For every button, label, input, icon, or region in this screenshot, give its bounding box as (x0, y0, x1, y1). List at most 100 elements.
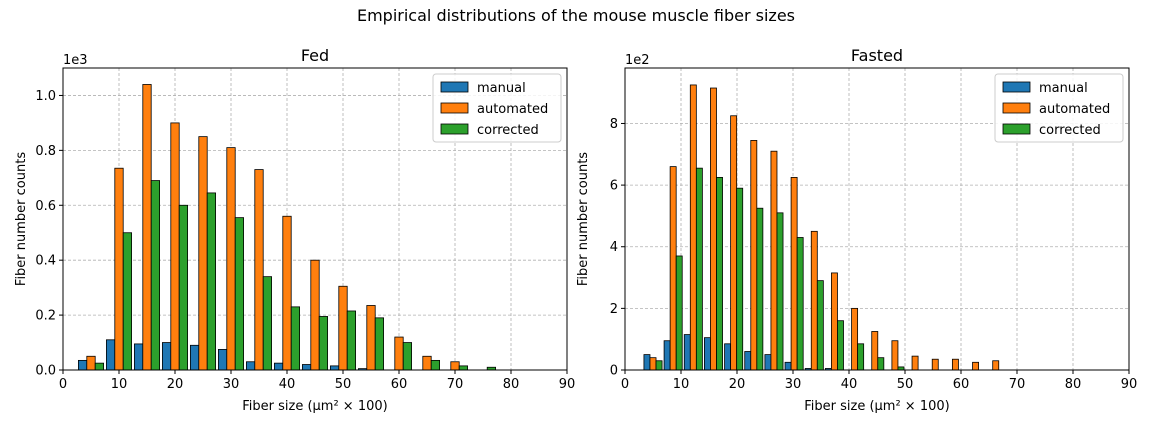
bar-automated (310, 259, 320, 371)
x-tick-label: 10 (111, 377, 128, 392)
legend-swatch-corrected (1002, 123, 1031, 135)
bar-automated (114, 167, 124, 371)
bar-corrected (374, 317, 385, 371)
y-tick-label: 0 (610, 364, 618, 379)
bar-corrected (655, 360, 663, 371)
x-tick-label: 80 (1065, 377, 1082, 392)
bar-corrected (290, 306, 301, 371)
y-tick-label: 2 (610, 302, 618, 317)
bar-corrected (816, 280, 824, 371)
y-tick-label: 0.0 (35, 364, 56, 379)
bar-manual (724, 343, 732, 371)
bar-automated (338, 285, 348, 371)
y-tick-label: 0.2 (35, 309, 56, 324)
bar-automated (871, 331, 879, 371)
bar-automated (689, 84, 697, 371)
bar-manual (683, 334, 691, 371)
x-tick-label: 10 (673, 377, 690, 392)
bar-corrected (837, 320, 844, 371)
legend-label-automated: automated (477, 102, 548, 117)
legend: manual automated corrected (994, 73, 1124, 143)
x-tick-label: 70 (447, 377, 464, 392)
bar-corrected (877, 357, 885, 371)
y-axis-label: Fiber number counts (576, 152, 591, 286)
y-tick-label: 4 (610, 240, 618, 255)
bar-automated (366, 305, 376, 371)
legend-label-manual: manual (477, 81, 526, 96)
bar-manual (217, 349, 228, 371)
x-tick-label: 20 (167, 377, 184, 392)
bar-manual (744, 351, 752, 371)
x-tick-label: 50 (897, 377, 914, 392)
x-tick-label: 80 (503, 377, 520, 392)
legend-swatch-automated (1002, 102, 1031, 114)
legend-swatch-manual (440, 81, 469, 93)
bar-automated (891, 340, 899, 371)
bar-manual (245, 361, 256, 371)
bar-manual (78, 359, 88, 371)
bar-corrected (857, 343, 865, 371)
plot-frame (62, 67, 568, 371)
y-tick-label: 1.0 (35, 89, 56, 104)
bar-automated (170, 122, 180, 371)
bar-automated (831, 272, 838, 371)
bar-manual (273, 362, 284, 371)
bar-corrected (94, 362, 104, 371)
bar-automated (810, 230, 818, 371)
bar-automated (790, 176, 798, 371)
bar-corrected (150, 180, 160, 371)
bar-automated (86, 355, 96, 371)
legend: manual automated corrected (432, 73, 562, 143)
bar-corrected (716, 176, 723, 371)
bar-automated (851, 307, 859, 371)
x-axis-label: Fiber size (μm² × 100) (804, 399, 949, 414)
bar-corrected (756, 207, 764, 371)
x-tick-label: 60 (391, 377, 408, 392)
bar-automated (951, 358, 959, 371)
bar-manual (161, 342, 172, 371)
bar-manual (189, 344, 200, 371)
subplot-title: Fed (301, 46, 329, 65)
bar-manual (329, 365, 340, 371)
legend-swatch-corrected (440, 123, 469, 135)
legend-label-manual: manual (1039, 81, 1088, 96)
y-tick-label: 6 (610, 179, 618, 194)
legend-label-corrected: corrected (1039, 123, 1101, 138)
bar-automated (394, 336, 404, 371)
x-tick-label: 0 (59, 377, 67, 392)
legend-swatch-automated (440, 102, 469, 114)
bar-automated (710, 87, 717, 371)
bar-automated (450, 361, 460, 371)
bar-automated (198, 136, 208, 371)
bar-automated (750, 140, 758, 371)
y-tick-label: 0.6 (35, 199, 56, 214)
bar-corrected (402, 342, 413, 371)
bar-automated (730, 115, 738, 371)
bar-corrected (695, 167, 703, 371)
x-tick-label: 20 (729, 377, 746, 392)
bar-automated (254, 169, 264, 371)
y-offset-label: 1e3 (63, 53, 88, 68)
bar-corrected (736, 187, 744, 371)
legend-label-automated: automated (1039, 102, 1110, 117)
y-tick-label: 8 (610, 117, 618, 132)
bar-manual (106, 339, 116, 371)
bar-automated (669, 166, 677, 371)
y-tick-label: 0.4 (35, 254, 56, 269)
bar-manual (764, 354, 772, 371)
plot-frame (624, 67, 1130, 371)
x-tick-label: 40 (279, 377, 296, 392)
x-tick-label: 50 (335, 377, 352, 392)
bar-corrected (122, 232, 132, 371)
chart-panel-1: 0 10 20 30 40 50 60 70 80 90 0.0 0.2 0.4 0.6 0.8 1.0 1e3… (14, 46, 575, 414)
bar-manual (784, 361, 792, 371)
bar-automated (649, 357, 657, 371)
y-axis-label: Fiber number counts (14, 152, 29, 286)
bar-corrected (346, 310, 357, 371)
bar-corrected (262, 276, 273, 371)
bar-automated (226, 147, 236, 371)
bar-corrected (776, 212, 784, 371)
bar-automated (282, 215, 292, 371)
